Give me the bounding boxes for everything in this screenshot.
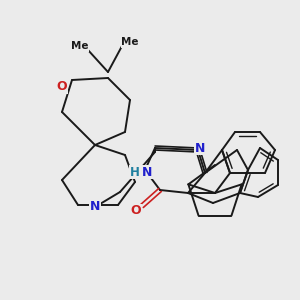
Text: N: N bbox=[90, 200, 100, 214]
Text: N: N bbox=[195, 142, 205, 154]
Text: Me: Me bbox=[121, 37, 139, 47]
Text: O: O bbox=[57, 80, 67, 94]
Text: N: N bbox=[142, 166, 152, 178]
Text: H: H bbox=[130, 166, 140, 178]
Text: Me: Me bbox=[71, 41, 89, 51]
Text: O: O bbox=[131, 205, 141, 218]
